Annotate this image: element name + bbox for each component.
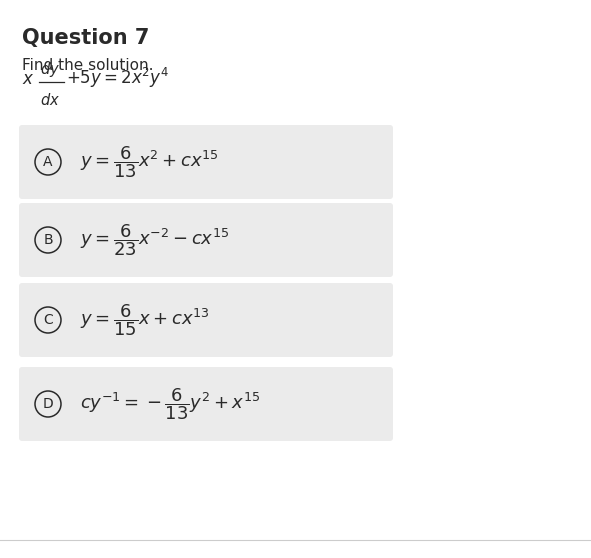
Text: $+ 5y = 2x^2y^4$: $+ 5y = 2x^2y^4$ [66,66,169,90]
Text: A: A [43,155,53,169]
Text: $dx$: $dx$ [40,92,60,108]
Text: C: C [43,313,53,327]
Text: Find the solution.: Find the solution. [22,58,154,73]
Text: B: B [43,233,53,247]
Text: $dy$: $dy$ [40,60,60,79]
Text: $y = \dfrac{6}{15}x + cx^{13}$: $y = \dfrac{6}{15}x + cx^{13}$ [80,302,209,338]
Text: $x$: $x$ [22,70,34,88]
Text: $y = \dfrac{6}{23}x^{-2}- cx^{15}$: $y = \dfrac{6}{23}x^{-2}- cx^{15}$ [80,222,229,258]
Text: D: D [43,397,53,411]
Text: Question 7: Question 7 [22,28,150,48]
Text: $y = \dfrac{6}{13}x^{2}+ cx^{15}$: $y = \dfrac{6}{13}x^{2}+ cx^{15}$ [80,144,219,180]
FancyBboxPatch shape [19,283,393,357]
FancyBboxPatch shape [19,203,393,277]
FancyBboxPatch shape [19,125,393,199]
Text: $cy^{-1} = -\dfrac{6}{13}y^{2}+x^{15}$: $cy^{-1} = -\dfrac{6}{13}y^{2}+x^{15}$ [80,386,260,422]
FancyBboxPatch shape [19,367,393,441]
